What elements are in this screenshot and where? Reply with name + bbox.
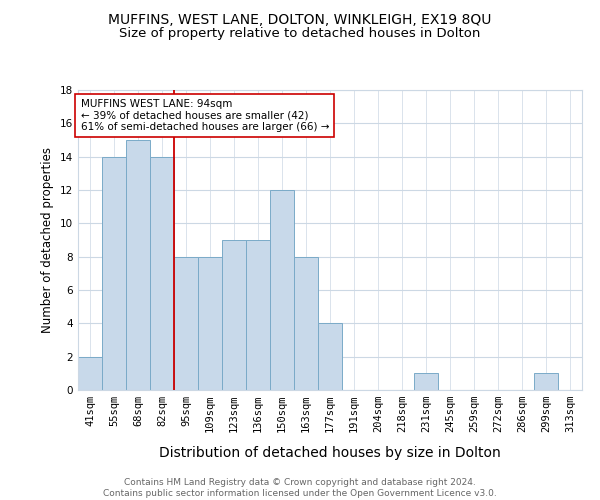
Text: MUFFINS, WEST LANE, DOLTON, WINKLEIGH, EX19 8QU: MUFFINS, WEST LANE, DOLTON, WINKLEIGH, E… <box>109 12 491 26</box>
Bar <box>414 374 438 390</box>
Bar <box>294 256 318 390</box>
Bar <box>150 156 174 390</box>
Bar <box>126 140 150 390</box>
Text: Size of property relative to detached houses in Dolton: Size of property relative to detached ho… <box>119 28 481 40</box>
Text: MUFFINS WEST LANE: 94sqm
← 39% of detached houses are smaller (42)
61% of semi-d: MUFFINS WEST LANE: 94sqm ← 39% of detach… <box>80 99 329 132</box>
X-axis label: Distribution of detached houses by size in Dolton: Distribution of detached houses by size … <box>159 446 501 460</box>
Bar <box>222 240 246 390</box>
Bar <box>174 256 198 390</box>
Bar <box>102 156 126 390</box>
Bar <box>78 356 102 390</box>
Y-axis label: Number of detached properties: Number of detached properties <box>41 147 55 333</box>
Bar <box>318 324 342 390</box>
Text: Contains HM Land Registry data © Crown copyright and database right 2024.
Contai: Contains HM Land Registry data © Crown c… <box>103 478 497 498</box>
Bar <box>270 190 294 390</box>
Bar <box>534 374 558 390</box>
Bar <box>198 256 222 390</box>
Bar <box>246 240 270 390</box>
